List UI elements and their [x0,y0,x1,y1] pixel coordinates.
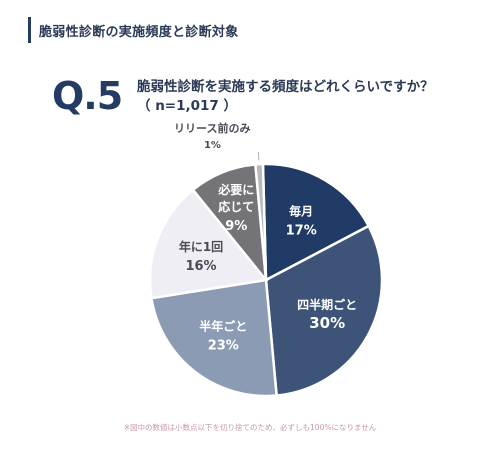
slice-label: 必要に [217,182,254,197]
question-block: 脆弱性診断を実施する頻度はどれくらいですか？ （ n=1,017 ） [137,78,434,116]
pie-slice-1 [264,224,384,397]
slice-label: 半年ごと [199,319,247,334]
question-text: 脆弱性診断を実施する頻度はどれくらいですか？ [137,79,434,95]
slice-value-label: 9% [225,219,247,234]
pie-slice-5 [254,162,268,281]
slice-value-label: 23% [208,339,239,354]
slice-value-label: 17% [286,224,317,239]
slice-value-label: 1% [204,140,221,151]
header-accent-bar [28,17,31,43]
slice-label: 四半期ごと [297,297,357,312]
slice-value-label: 16% [185,259,216,274]
slice-label: 年に1回 [179,239,223,254]
pie-slice-3 [148,188,269,300]
slice-label: リリース前のみ [174,121,250,135]
respondent-count: （ n=1,017 ） [137,98,238,114]
pie-slice-0 [261,162,371,283]
section-header: 脆弱性診断の実施頻度と診断対象 [28,16,239,44]
header-title: 脆弱性診断の実施頻度と診断対象 [39,24,239,40]
slice-label: 応じて [218,199,254,214]
question-number: Q.5 [52,74,123,118]
pie-slices [148,162,384,398]
slice-label: 毎月 [289,204,313,219]
slice-value-label: 30% [309,314,345,332]
pie-slice-2 [149,278,278,398]
footnote: ※図中の数値は小数点以下を切り捨てのため、必ずしも100%になりません [123,423,377,432]
